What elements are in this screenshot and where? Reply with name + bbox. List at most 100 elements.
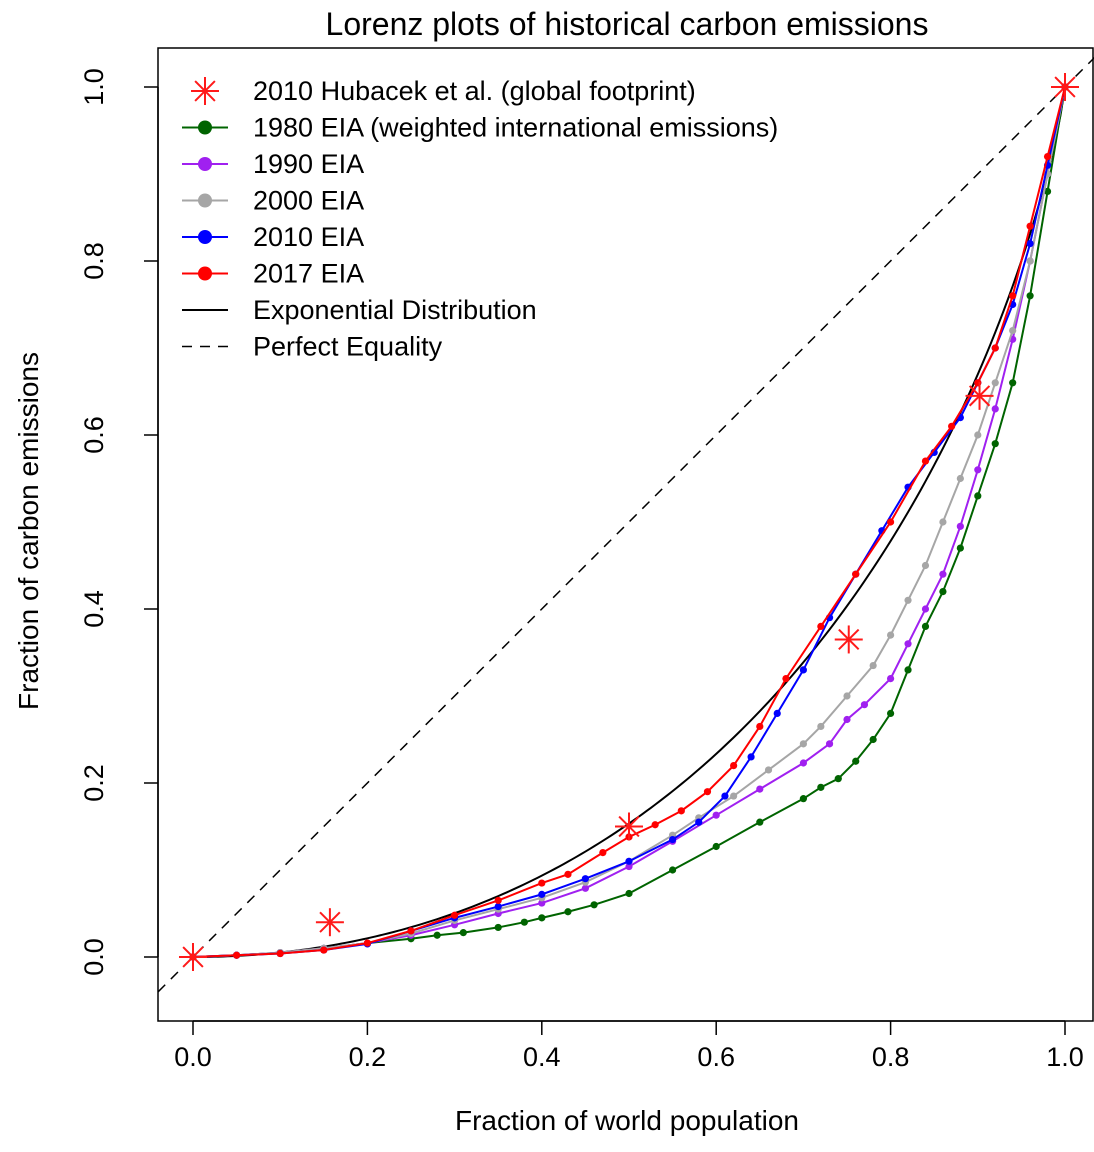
data-point — [756, 785, 764, 793]
data-point — [695, 818, 703, 826]
y-axis: 0.0 0.2 0.4 0.6 0.8 1.0 — [79, 68, 159, 976]
data-point — [581, 884, 590, 892]
data-point — [974, 492, 982, 500]
data-point — [817, 722, 825, 731]
data-point — [991, 344, 999, 352]
legend-point-swatch — [198, 230, 212, 244]
data-point — [921, 457, 930, 465]
legend-item: 2017 EIA — [182, 259, 364, 289]
plot-area — [158, 57, 1094, 993]
data-point — [939, 588, 947, 596]
data-point — [825, 740, 834, 748]
asterisk-point — [965, 381, 994, 410]
data-point — [921, 605, 930, 613]
data-point — [991, 405, 999, 413]
data-point — [451, 911, 459, 919]
data-point — [712, 842, 720, 851]
data-point — [843, 692, 851, 700]
data-point — [651, 821, 659, 829]
data-point — [1009, 379, 1017, 387]
data-point — [869, 661, 877, 670]
legend-label: 2017 EIA — [253, 259, 364, 289]
data-point — [433, 931, 441, 939]
data-point — [581, 875, 590, 883]
data-point — [921, 561, 930, 570]
data-point — [538, 890, 546, 898]
data-point — [494, 902, 502, 911]
data-point — [939, 570, 947, 578]
data-point — [276, 949, 284, 958]
data-point — [773, 709, 781, 718]
data-point — [625, 862, 633, 871]
data-point — [320, 946, 328, 954]
data-point — [921, 622, 930, 631]
data-point — [564, 870, 572, 878]
y-tick-label: 0.8 — [79, 242, 109, 280]
data-point — [494, 923, 502, 932]
perfect-equality-line — [158, 57, 1094, 993]
data-point — [1043, 187, 1052, 195]
data-point — [625, 857, 633, 865]
y-tick-label: 1.0 — [79, 68, 109, 106]
chart-title: Lorenz plots of historical carbon emissi… — [326, 6, 929, 42]
data-point — [852, 757, 860, 765]
y-tick-label: 0.6 — [79, 416, 109, 454]
data-point — [730, 762, 738, 770]
legend-item: Perfect Equality — [182, 332, 443, 362]
data-point — [852, 570, 860, 578]
data-point — [363, 939, 371, 947]
legend-item: 1990 EIA — [182, 149, 364, 179]
data-point — [538, 879, 546, 887]
asterisk-stroke — [968, 385, 991, 407]
data-point — [887, 709, 895, 718]
data-point — [520, 918, 528, 926]
legend-item: 2000 EIA — [182, 186, 364, 216]
data-point — [538, 899, 546, 907]
data-point — [730, 792, 738, 800]
data-point — [782, 675, 790, 683]
asterisk-point — [1051, 73, 1079, 101]
x-axis: 0.0 0.2 0.4 0.6 0.8 1.0 — [174, 1020, 1084, 1072]
y-tick-label: 0.4 — [79, 590, 109, 628]
data-point — [756, 722, 764, 731]
data-point — [974, 466, 982, 474]
x-tick-label: 1.0 — [1046, 1042, 1084, 1072]
data-point — [590, 901, 598, 909]
data-point — [799, 740, 808, 748]
data-point — [1026, 292, 1034, 300]
data-point — [756, 818, 764, 826]
data-point — [1026, 222, 1034, 230]
asterisk-point — [834, 625, 863, 654]
legend-item: 1980 EIA (weighted international emissio… — [182, 113, 778, 143]
x-tick-label: 0.8 — [872, 1042, 910, 1072]
data-point — [703, 788, 712, 796]
data-point — [956, 522, 964, 530]
data-point — [939, 518, 947, 526]
data-point — [669, 835, 677, 844]
data-point — [799, 759, 808, 767]
legend-label: 2010 EIA — [253, 222, 364, 252]
data-point — [233, 951, 241, 959]
data-point — [817, 622, 825, 631]
data-point — [904, 596, 912, 604]
data-point — [1026, 257, 1034, 265]
y-tick-label: 0.0 — [79, 938, 109, 976]
data-point — [669, 866, 677, 874]
legend-point-swatch — [198, 266, 212, 281]
asterisk-point — [615, 812, 643, 841]
data-point — [956, 544, 964, 552]
legend-item: 2010 Hubacek et al. (global footprint) — [191, 76, 696, 106]
legend-item: Exponential Distribution — [182, 295, 537, 325]
data-point — [869, 735, 877, 744]
data-point — [494, 896, 502, 905]
x-tick-label: 0.2 — [349, 1042, 387, 1072]
legend-label: Exponential Distribution — [253, 295, 537, 325]
legend-label: 1980 EIA (weighted international emissio… — [253, 113, 778, 143]
x-tick-label: 0.0 — [174, 1042, 212, 1072]
y-tick-label: 0.2 — [79, 764, 109, 802]
legend-label: 2010 Hubacek et al. (global footprint) — [253, 76, 696, 106]
data-point — [843, 715, 851, 724]
data-point — [834, 775, 842, 783]
